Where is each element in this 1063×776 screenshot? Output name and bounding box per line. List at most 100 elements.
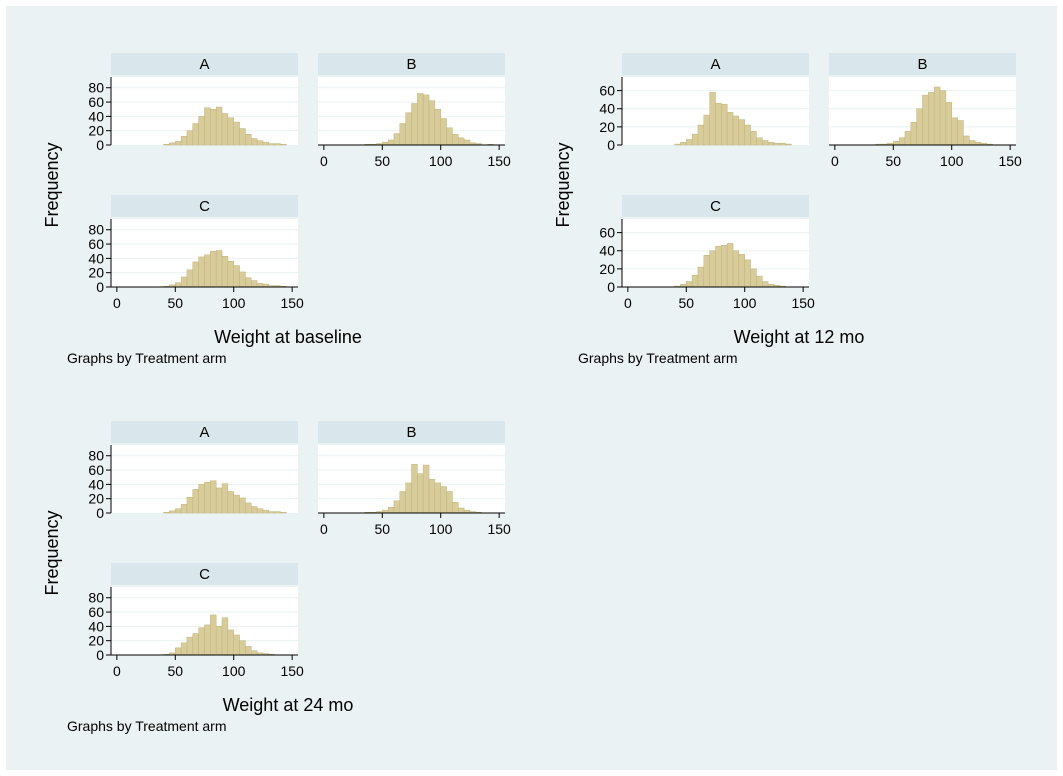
histogram-bar [169,142,176,146]
histogram-bar [405,112,412,146]
histogram-bar [233,121,240,146]
panel-label: C [199,566,210,583]
y-tick-label: 60 [88,94,104,110]
histogram-bar [239,271,246,288]
histogram-bar [674,143,681,146]
x-tick-label: 0 [320,153,328,169]
histogram-bar [440,486,447,514]
histogram-bar [910,122,917,146]
histogram-bar [251,650,258,656]
histogram-bar [198,484,205,514]
histogram-bar [233,265,240,288]
histogram-bar [963,135,970,146]
y-tick-label: 40 [599,101,615,117]
histogram-bar [904,131,912,146]
histogram-bar [399,123,406,146]
histogram-bar [245,134,252,146]
panel-a: A 0 20 40 60 [599,53,809,153]
x-tick-label: 150 [487,521,511,537]
x-tick-label: 0 [624,295,632,311]
graphs-by-note: Graphs by Treatment arm [67,350,227,366]
panel-strip [622,195,809,217]
panel-strip [318,53,505,75]
histogram-bar [256,140,264,146]
y-tick-label: 0 [96,279,104,295]
histogram-bar [691,133,699,146]
y-tick-label: 0 [607,137,615,153]
histogram-bar [756,275,763,288]
x-tick-label: 0 [113,663,121,679]
histogram-bar [175,141,182,146]
x-tick-label: 100 [222,663,246,679]
histogram-bar [951,117,958,146]
histogram-bar [945,102,952,146]
x-axis-title: Weight at 12 mo [734,327,865,347]
histogram-bar [198,116,205,146]
panel-strip [622,53,809,75]
histogram-bar [180,504,188,514]
x-tick-label: 50 [374,153,390,169]
histogram-bar [387,139,395,146]
histogram-bar [215,626,223,656]
histogram-bar [697,124,705,146]
histogram-bar [779,142,786,146]
x-tick-label: 100 [733,295,757,311]
histogram-bar [192,489,199,514]
panel-label: B [406,424,416,441]
histogram-bar [697,266,705,288]
histogram-bar [726,243,734,288]
histogram-bar [256,508,264,514]
histogram-bar [387,507,395,514]
y-tick-label: 0 [607,279,615,295]
histogram-bar [750,131,757,146]
y-tick-label: 80 [88,222,104,238]
y-tick-label: 80 [88,80,104,96]
histogram-bar [221,255,229,288]
histogram-bar [893,141,900,146]
histogram-bar [215,487,223,514]
histogram-bar [399,491,406,514]
histogram-bar [762,281,769,288]
histogram-bar [163,144,170,146]
panel-strip [111,195,298,217]
panel-label: A [199,56,209,73]
y-tick-label: 60 [599,83,615,99]
y-tick-label: 20 [599,119,615,135]
histogram-bar [192,123,199,146]
histogram-bar [262,141,270,146]
histogram-bar [210,614,217,656]
histogram-bar [180,276,188,288]
x-tick-label: 50 [678,295,694,311]
histogram-bar [726,112,734,146]
histogram-bar [969,140,976,146]
histogram-bar [957,120,964,146]
y-tick-label: 60 [88,236,104,252]
histogram-bar [715,103,722,146]
histogram-bar [221,113,229,146]
y-tick-label: 60 [599,225,615,241]
panel-strip [318,421,505,443]
histogram-bar [732,115,740,146]
histogram-bar [773,142,781,146]
panel-b: B 0 50 100 150 [318,53,511,169]
y-tick-label: 40 [88,476,104,492]
histogram-bar [458,137,465,146]
histogram-bar [756,137,763,146]
histogram-bar [180,136,188,146]
panel-label: B [406,56,416,73]
histogram-bar [709,92,716,146]
y-tick-label: 20 [599,261,615,277]
histogram-bar [715,245,722,288]
histogram-bar [411,103,418,146]
histogram-bar [221,483,229,514]
histogram-bar [703,114,710,146]
y-tick-label: 80 [88,590,104,606]
histogram-bar [440,118,447,146]
histogram-bar [233,494,240,514]
histogram-bar [268,511,275,514]
histogram-bar [215,250,223,288]
histogram-bar [922,94,929,146]
panel-b: B 0 50 100 150 [318,421,511,537]
histogram-bar [280,512,287,514]
